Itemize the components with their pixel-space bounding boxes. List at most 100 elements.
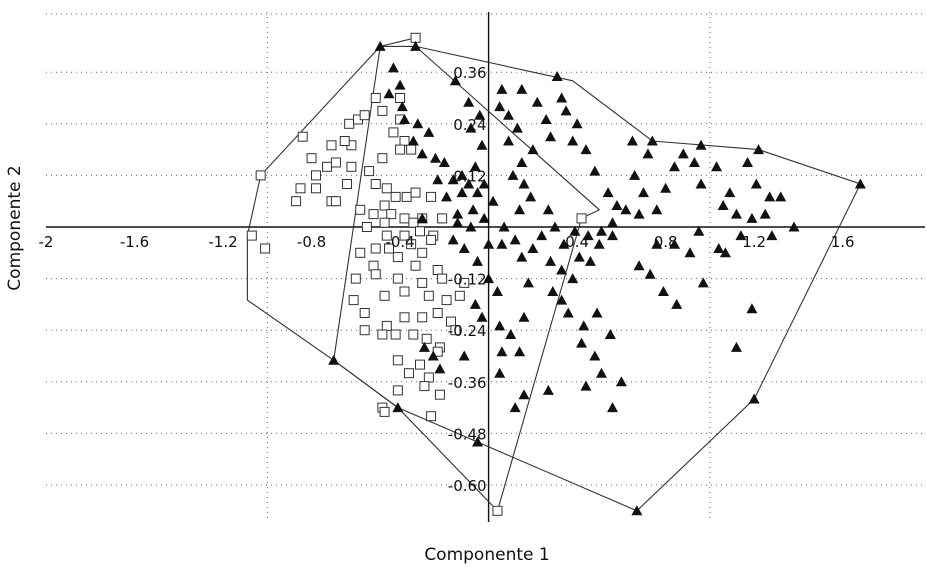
y-axis-title: Componente 2: [5, 165, 25, 290]
data-point-triangle: [750, 178, 762, 189]
data-point-square: [348, 295, 359, 306]
data-point-triangle: [695, 178, 707, 189]
data-point-square: [370, 243, 381, 254]
data-point-triangle: [788, 221, 800, 232]
data-point-square: [359, 308, 370, 318]
data-point-square: [386, 209, 397, 220]
data-point-square: [576, 213, 587, 224]
data-point-triangle: [463, 178, 475, 189]
data-point-triangle: [742, 157, 754, 167]
data-point-triangle: [394, 79, 406, 90]
data-point-square: [359, 110, 370, 121]
data-point-triangle: [456, 187, 468, 198]
data-point-square: [437, 213, 448, 224]
data-point-triangle: [713, 243, 725, 253]
data-point-square: [339, 136, 350, 146]
data-point-square: [432, 265, 443, 275]
data-point-triangle: [719, 247, 731, 258]
data-point-square: [310, 183, 321, 194]
data-point-square: [246, 230, 257, 241]
data-point-triangle: [571, 118, 583, 129]
data-point-triangle: [531, 96, 543, 107]
data-point-triangle: [629, 169, 641, 180]
axes: [46, 12, 925, 522]
data-point-square: [426, 234, 437, 245]
data-point-square: [421, 333, 432, 344]
data-point-square: [370, 179, 381, 189]
data-point-triangle: [671, 298, 683, 309]
data-point-triangle: [472, 255, 484, 266]
data-point-triangle: [469, 298, 481, 309]
data-point-triangle: [717, 200, 729, 210]
data-point-square: [377, 153, 388, 164]
data-point-triangle: [638, 187, 650, 198]
data-point-square: [341, 179, 352, 189]
data-point-triangle: [474, 109, 486, 120]
y-tick-label: -0.12: [448, 271, 487, 289]
data-point-square: [403, 368, 414, 379]
data-point-triangle: [854, 178, 866, 189]
data-point-square: [368, 260, 379, 271]
data-point-square: [355, 204, 366, 215]
data-point-square: [388, 127, 399, 138]
data-point-triangle: [465, 122, 477, 133]
data-point-triangle: [536, 230, 548, 241]
convex-hulls: [246, 37, 862, 512]
data-point-triangle: [580, 144, 592, 155]
data-point-triangle: [416, 148, 428, 159]
data-point-triangle: [483, 238, 495, 249]
data-point-square: [437, 273, 448, 284]
data-point-triangle: [567, 135, 579, 146]
data-point-square: [399, 230, 410, 241]
data-point-triangle: [593, 238, 605, 249]
data-point-triangle: [509, 234, 521, 245]
data-point-triangle: [688, 157, 700, 167]
data-point-triangle: [693, 225, 705, 236]
data-point-triangle: [724, 187, 736, 198]
data-point-triangle: [567, 273, 579, 284]
data-point-triangle: [584, 255, 596, 266]
data-point-triangle: [374, 40, 386, 51]
data-point-square: [406, 144, 417, 155]
x-tick-label: 1.6: [831, 233, 855, 251]
data-point-triangle: [516, 157, 528, 167]
data-point-triangle: [556, 92, 568, 103]
data-point-triangle: [556, 294, 568, 305]
data-point-square: [390, 329, 401, 340]
data-point-triangle: [447, 174, 459, 185]
data-point-triangle: [607, 217, 619, 228]
data-point-triangle: [545, 131, 557, 142]
data-point-triangle: [748, 393, 760, 404]
data-point-triangle: [478, 212, 490, 223]
data-point-triangle: [518, 311, 530, 322]
data-point-square: [370, 93, 381, 103]
data-point-square: [410, 187, 421, 198]
data-point-triangle: [407, 135, 419, 146]
data-point-square: [306, 153, 317, 164]
data-points: [246, 32, 866, 516]
data-point-square: [346, 161, 357, 172]
data-point-triangle: [410, 40, 422, 51]
data-point-triangle: [399, 114, 411, 124]
data-point-square: [401, 191, 412, 202]
data-point-triangle: [651, 204, 663, 215]
data-point-triangle: [509, 402, 521, 413]
data-point-square: [368, 209, 379, 220]
data-point-square: [355, 247, 366, 258]
data-point-triangle: [547, 286, 559, 296]
data-point-square: [361, 222, 372, 232]
data-point-triangle: [562, 307, 574, 318]
data-point-square: [291, 196, 302, 207]
data-point-triangle: [556, 264, 568, 275]
data-point-triangle: [589, 165, 601, 176]
data-point-triangle: [644, 268, 656, 279]
data-point-triangle: [469, 161, 481, 172]
data-point-triangle: [503, 135, 515, 146]
data-point-triangle: [478, 178, 490, 189]
data-point-square: [408, 329, 419, 340]
data-point-square: [392, 385, 403, 396]
data-point-triangle: [576, 337, 588, 348]
data-point-triangle: [505, 329, 517, 339]
data-point-square: [344, 118, 355, 129]
data-point-square: [419, 381, 430, 392]
